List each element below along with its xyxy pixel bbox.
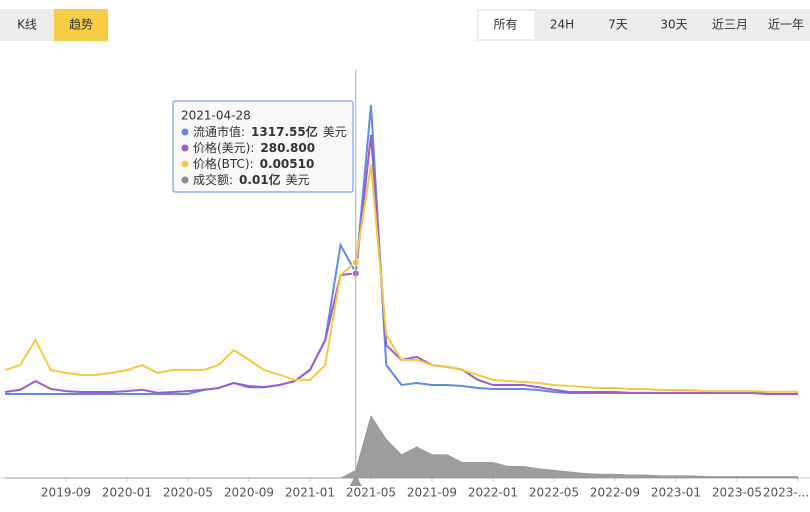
x-tick-label: 2020-01 — [102, 486, 152, 500]
x-tick-label: 2023-01 — [651, 486, 701, 500]
x-tick-label: 2022-01 — [468, 486, 518, 500]
tab-label[interactable]: K线 — [17, 18, 37, 32]
tooltip-dot — [181, 160, 189, 168]
series-line — [4, 134, 798, 396]
x-tick-label: 2021-01 — [285, 486, 335, 500]
tooltip-label: 成交额: — [193, 172, 233, 187]
tooltip-label: 价格(美元): — [193, 140, 254, 155]
range-label[interactable]: 近三月 — [712, 18, 748, 32]
x-tick-label: 2022-05 — [529, 486, 579, 500]
tooltip-row: 价格(BTC): 0.00510 — [193, 156, 314, 171]
series-line — [4, 164, 798, 393]
tooltip-unit: 美元 — [323, 125, 347, 139]
tooltip-value: 0.00510 — [260, 157, 315, 171]
tooltip-row: 成交额: 0.01亿 美元 — [193, 172, 310, 187]
slider-handle[interactable] — [349, 474, 362, 486]
tooltip-box — [172, 100, 354, 193]
tooltip-unit: 美元 — [286, 173, 310, 187]
tooltip-dot — [181, 144, 189, 152]
x-tick-label: 2022-09 — [590, 486, 640, 500]
x-tick-label: 2019-09 — [41, 486, 91, 500]
range-label[interactable]: 所有 — [493, 18, 517, 32]
tooltip-row: 价格(美元): 280.800 — [193, 140, 315, 155]
volume-area — [5, 415, 799, 479]
tab-button[interactable] — [54, 9, 108, 41]
x-tick-label: 2023-05 — [712, 486, 762, 500]
range-label[interactable]: 7天 — [608, 18, 628, 32]
tooltip-label: 价格(BTC): — [193, 156, 254, 171]
tooltip-dot — [181, 176, 189, 184]
x-tick-label: 2023-... — [763, 486, 809, 500]
tooltip-value: 0.01亿 — [239, 172, 281, 187]
tooltip-row: 流通市值: 1317.55亿 美元 — [193, 124, 347, 139]
x-tick-label: 2020-09 — [224, 486, 274, 500]
range-label[interactable]: 30天 — [660, 18, 687, 32]
range-label[interactable]: 24H — [550, 18, 574, 32]
tooltip-dot — [181, 128, 189, 136]
range-label[interactable]: 近一年 — [768, 18, 804, 32]
tooltip-value: 280.800 — [260, 141, 315, 155]
tooltip-label: 流通市值: — [193, 124, 245, 139]
x-tick-label: 2021-09 — [407, 486, 457, 500]
x-tick-label: 2021-05 — [346, 486, 396, 500]
range-button[interactable] — [479, 11, 534, 39]
tooltip-date: 2021-04-28 — [181, 109, 251, 123]
x-tick-label: 2020-05 — [163, 486, 213, 500]
tooltip-value: 1317.55亿 — [251, 124, 318, 139]
tab-button[interactable] — [0, 9, 54, 41]
series-line — [5, 104, 798, 395]
tab-label[interactable]: 趋势 — [69, 18, 93, 32]
